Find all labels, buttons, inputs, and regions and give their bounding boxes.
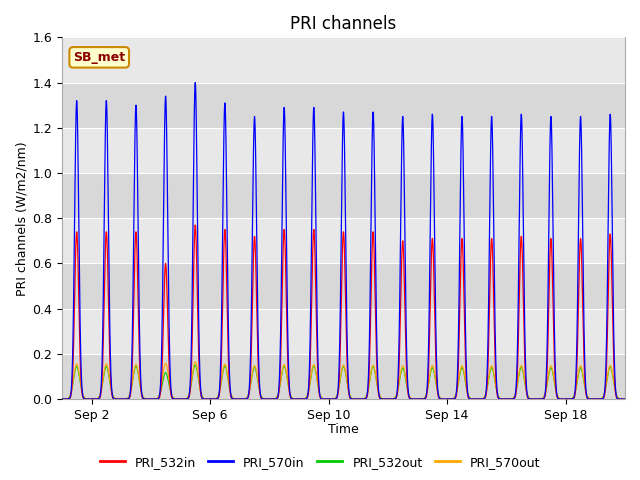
Title: PRI channels: PRI channels bbox=[291, 15, 397, 33]
Bar bbox=[62, 83, 625, 128]
Bar bbox=[62, 128, 625, 173]
Bar bbox=[62, 173, 625, 218]
Bar bbox=[62, 264, 625, 309]
Bar bbox=[62, 354, 625, 399]
Text: SB_met: SB_met bbox=[73, 51, 125, 64]
Bar bbox=[62, 37, 625, 83]
Bar bbox=[62, 218, 625, 264]
Y-axis label: PRI channels (W/m2/nm): PRI channels (W/m2/nm) bbox=[15, 141, 28, 296]
Legend: PRI_532in, PRI_570in, PRI_532out, PRI_570out: PRI_532in, PRI_570in, PRI_532out, PRI_57… bbox=[95, 451, 545, 474]
Bar bbox=[62, 309, 625, 354]
X-axis label: Time: Time bbox=[328, 423, 359, 436]
